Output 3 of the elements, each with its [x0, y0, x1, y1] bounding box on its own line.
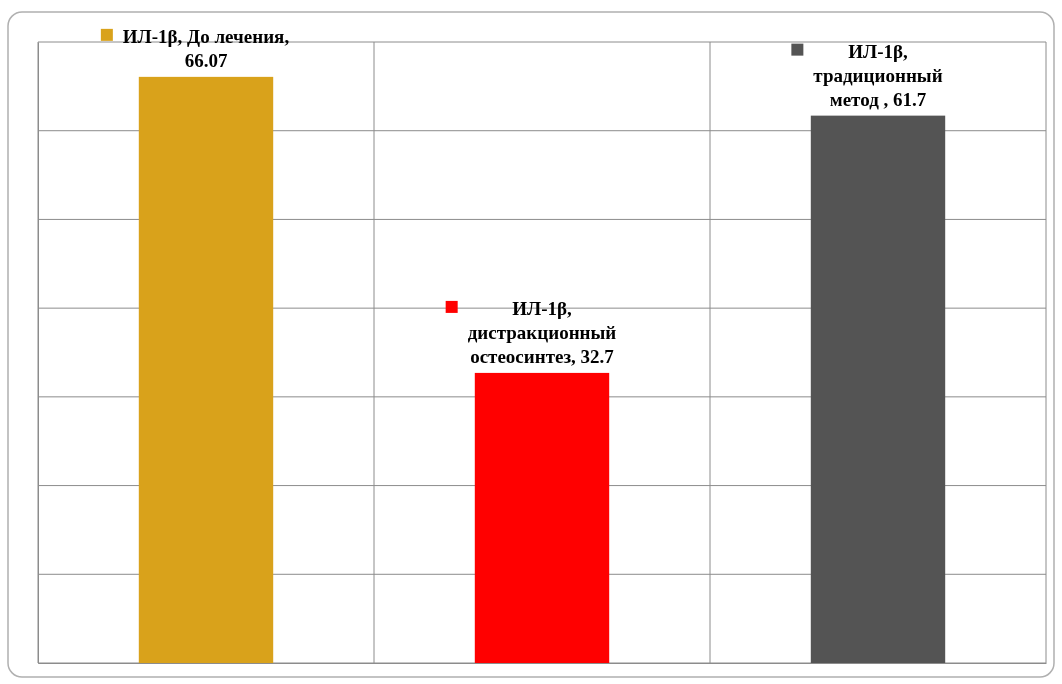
data-label: ИЛ-1β, традиционный метод , 61.7 — [813, 40, 943, 110]
data-label: ИЛ-1β, дистракционный остеосинтез, 32.7 — [467, 297, 617, 367]
data-label: ИЛ-1β, До лечения, 66.07 — [122, 25, 290, 71]
